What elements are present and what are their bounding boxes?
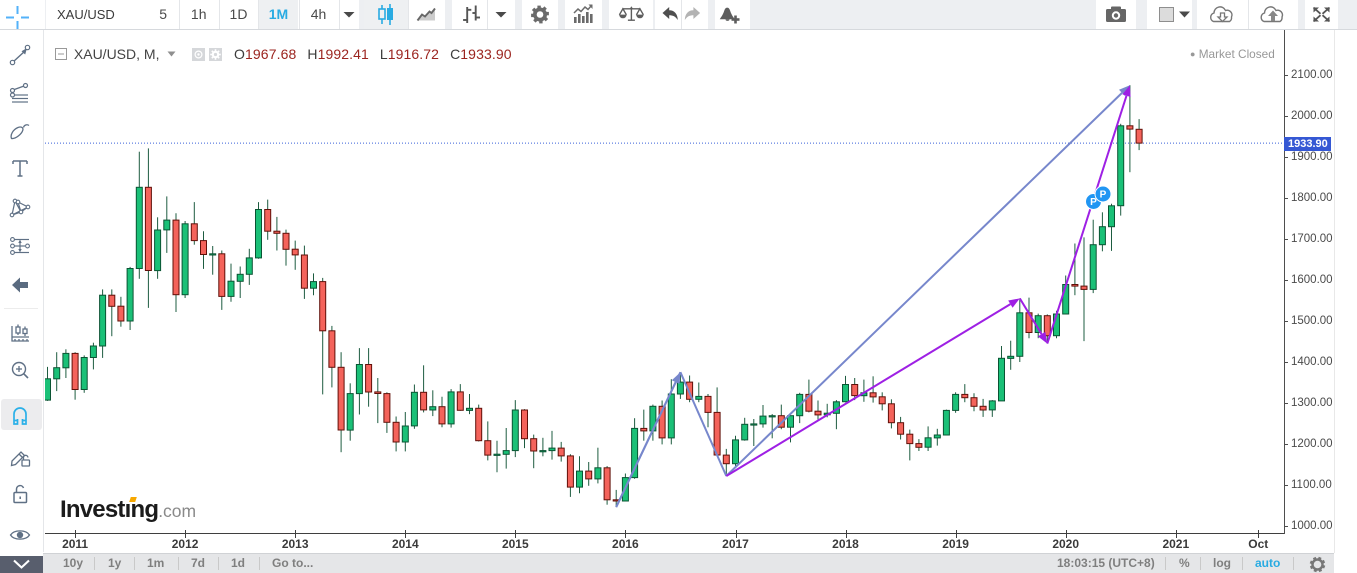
- svg-text:P: P: [1090, 197, 1097, 208]
- svg-text:P: P: [1100, 190, 1107, 201]
